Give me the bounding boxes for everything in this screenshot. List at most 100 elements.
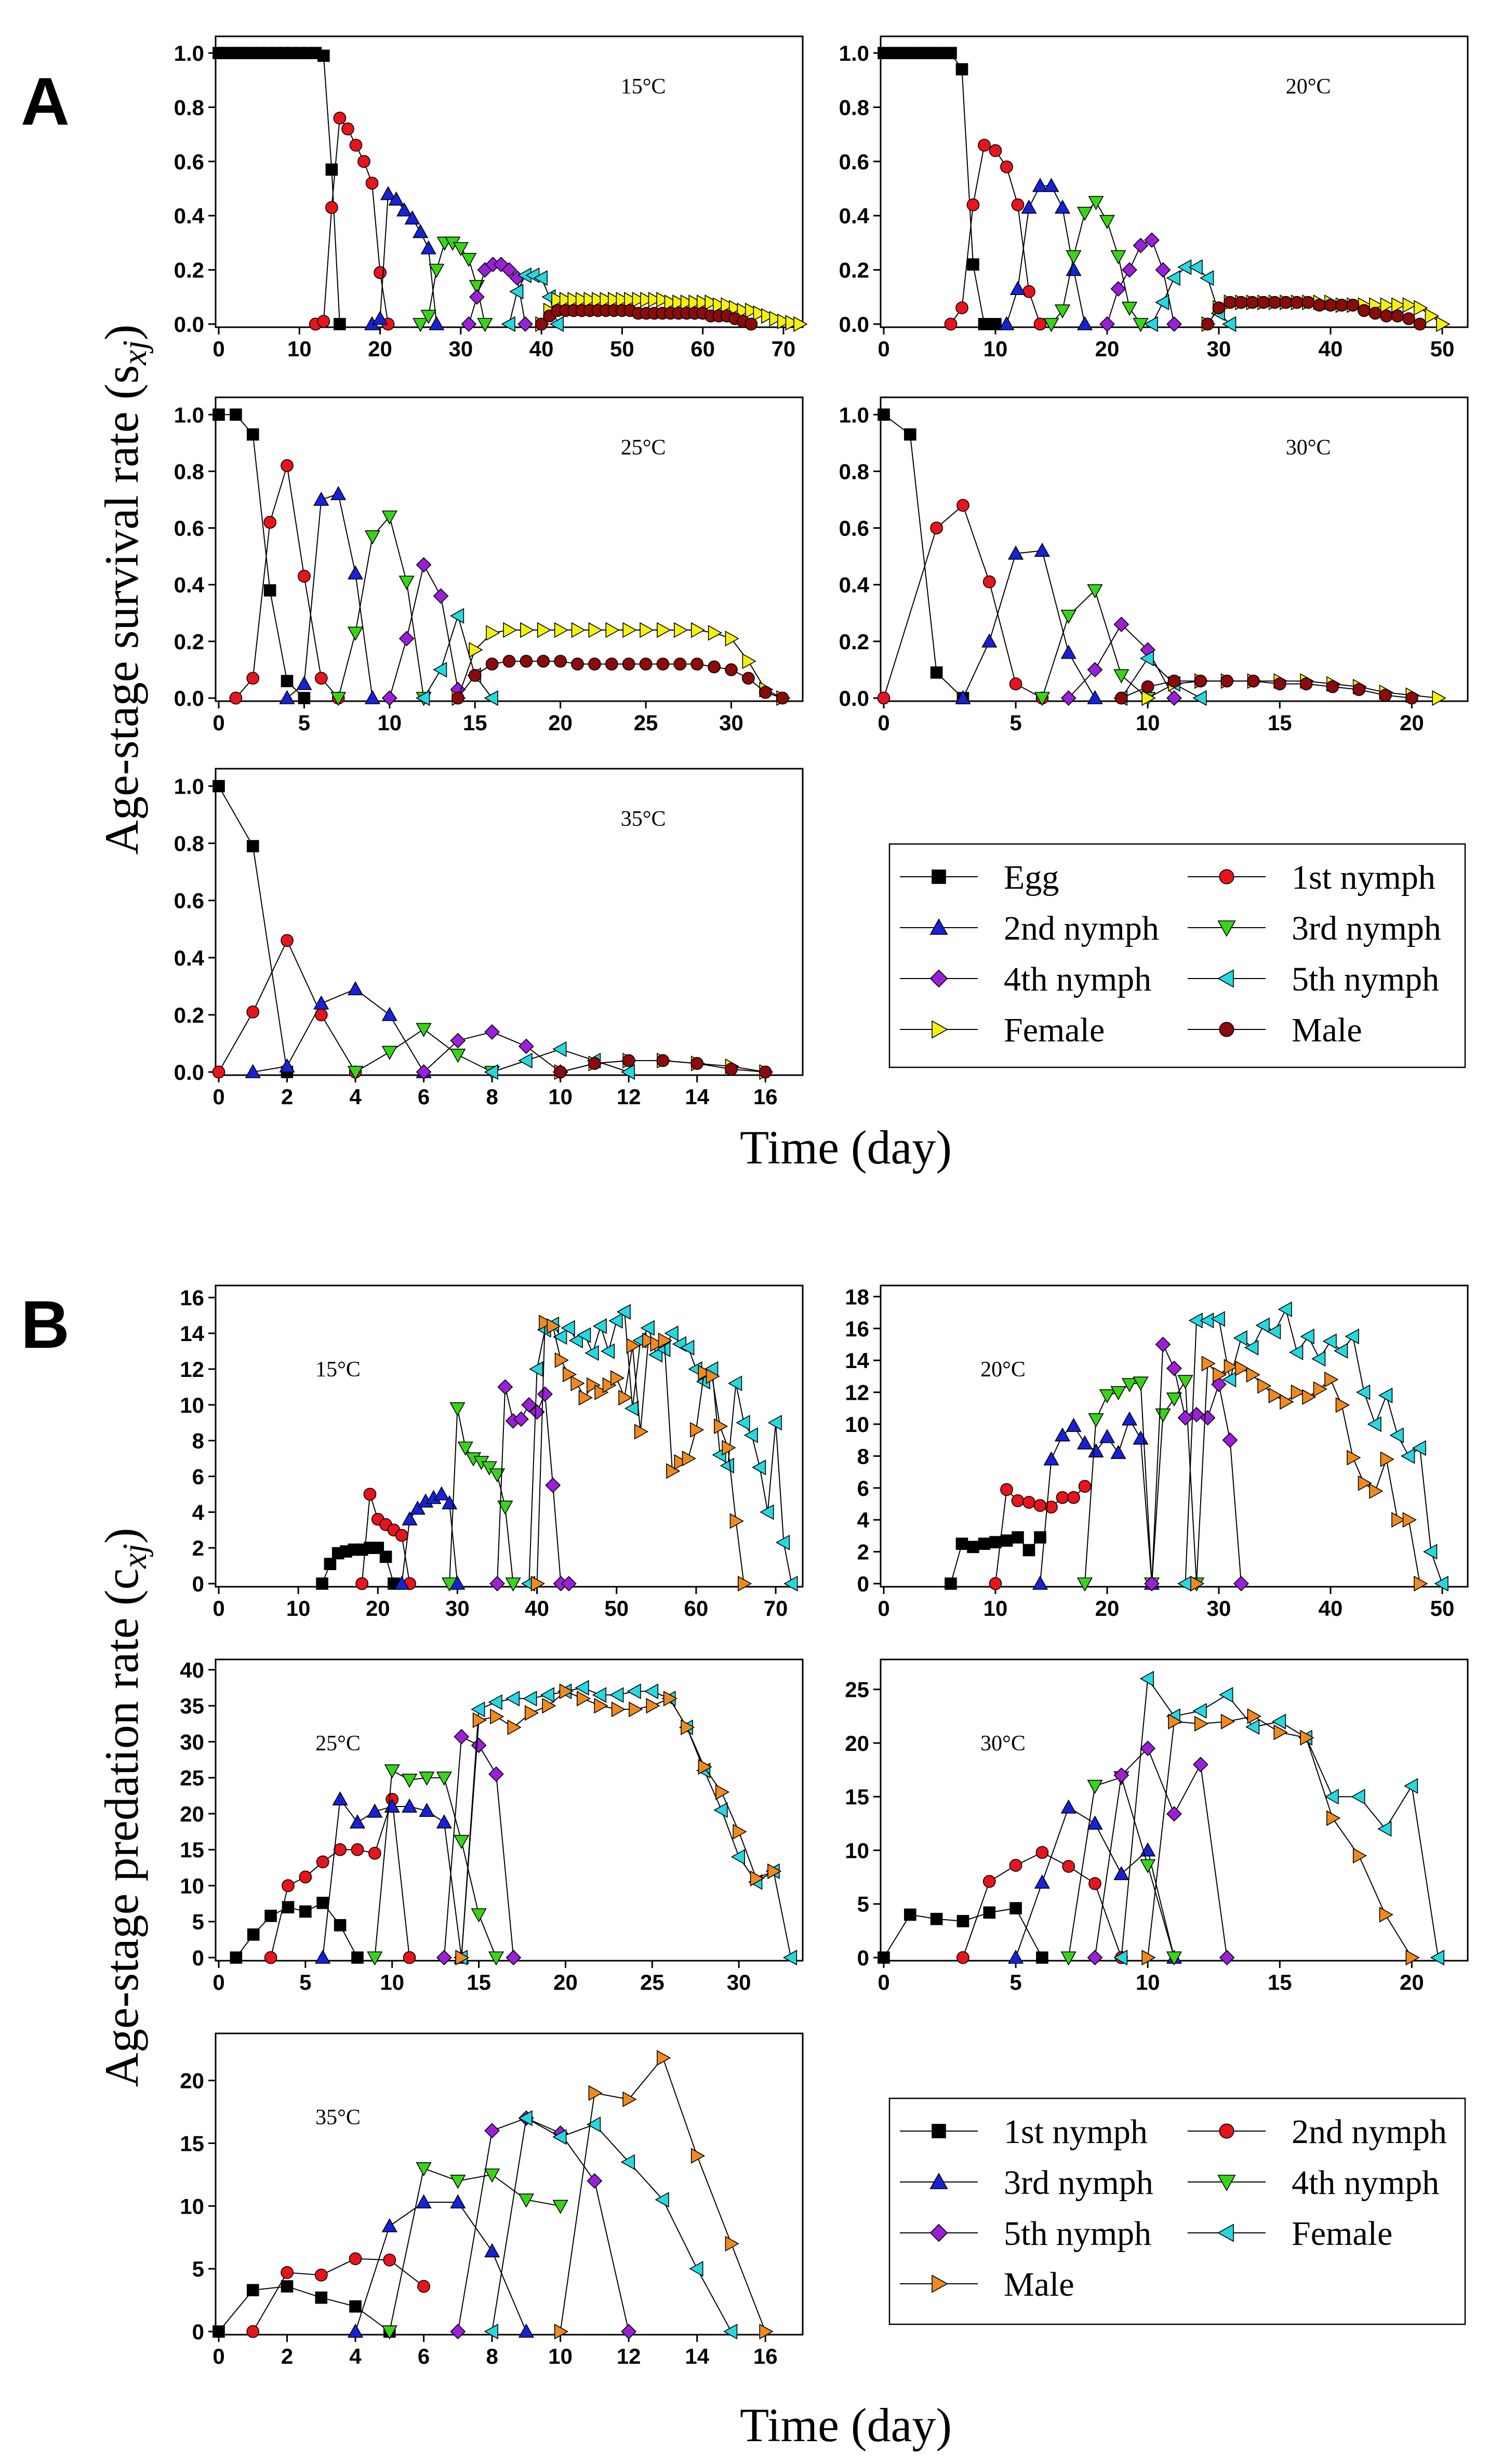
data-point: [381, 690, 397, 706]
x-tick-label: 0: [212, 1596, 224, 1621]
y-tick-label: 25: [180, 1766, 204, 1790]
data-point: [551, 291, 566, 308]
y-axis-label-a: Age-stage survival rate (sxj): [95, 325, 154, 855]
data-point: [469, 642, 483, 658]
data-point: [457, 1441, 473, 1456]
y-tick-label: 0.0: [174, 1060, 204, 1084]
data-point: [1368, 306, 1382, 320]
series-female: [484, 2110, 738, 2340]
data-point: [713, 1802, 728, 1818]
data-point: [417, 2280, 430, 2293]
data-point: [775, 1534, 790, 1550]
x-tick-label: 0: [212, 337, 224, 361]
series-male: [1115, 674, 1418, 705]
data-point: [978, 1537, 991, 1550]
data-point: [1268, 296, 1281, 309]
data-point: [1402, 312, 1415, 325]
data-point: [325, 201, 338, 214]
data-point: [900, 47, 912, 59]
data-point: [616, 1304, 631, 1320]
temperature-label: 25°C: [621, 436, 666, 460]
data-point: [1389, 1427, 1404, 1443]
x-tick-label: 0: [878, 711, 889, 735]
data-point: [730, 1849, 745, 1865]
series-line: [252, 2258, 424, 2332]
legend-label: 5th nymph: [1292, 960, 1439, 998]
data-point: [416, 2162, 432, 2177]
series-5th-nymph: [1144, 1336, 1249, 1591]
x-tick-label: 20: [1095, 337, 1120, 361]
data-point: [1403, 1778, 1418, 1794]
chart-a-25c: 0 5 10 15 20 25 30 0.0 0.2 0.4 0.6 0.8 1.0 25°C: [174, 396, 804, 735]
data-point: [484, 690, 498, 706]
data-point: [230, 408, 242, 421]
data-point: [1423, 1544, 1438, 1560]
data-point: [554, 654, 567, 668]
data-point: [279, 690, 295, 704]
data-point: [620, 2154, 635, 2170]
legend-entry-male: Male: [900, 2266, 1074, 2304]
data-point: [246, 840, 259, 852]
data-point: [1060, 1799, 1076, 1814]
series-line: [1121, 658, 1201, 699]
data-point: [1247, 1708, 1261, 1724]
series-2nd-nymph: [264, 1792, 416, 1964]
data-point: [1113, 1949, 1128, 1966]
data-point: [402, 1511, 418, 1525]
x-tick-label: 10: [983, 1596, 1008, 1621]
data-point: [1334, 1343, 1348, 1359]
series-line: [883, 504, 1043, 699]
x-tick-label: 30: [1207, 337, 1231, 361]
data-point: [519, 1038, 534, 1054]
legend-marker: [932, 869, 946, 884]
x-tick-label: 0: [212, 711, 224, 735]
data-point: [587, 1377, 601, 1394]
x-tick-label: 0: [212, 1084, 224, 1109]
data-point: [878, 47, 890, 59]
data-point: [413, 318, 429, 332]
data-point: [520, 622, 535, 638]
data-point: [1087, 584, 1103, 599]
data-point: [1414, 1575, 1428, 1592]
chart-a-20c: 0 10 20 30 40 50 0.0 0.2 0.4 0.6 0.8 1.0 20°C: [839, 35, 1469, 361]
data-point: [453, 242, 469, 257]
y-tick-label: 0: [857, 1946, 869, 1970]
data-point: [436, 1814, 452, 1829]
data-point: [316, 1896, 329, 1909]
chart-b-20c: 0 10 20 30 40 50 0 2 4 6 8 10 12 14 16 18 20°C: [845, 1284, 1469, 1621]
data-point: [1391, 297, 1406, 313]
data-point: [317, 315, 330, 328]
legend-label: Male: [1004, 2266, 1074, 2304]
data-point: [646, 1698, 660, 1714]
x-tick-label: 20: [548, 711, 573, 735]
data-point: [1166, 1392, 1182, 1407]
data-point: [878, 408, 890, 421]
data-point: [1324, 1789, 1339, 1805]
data-point: [1099, 316, 1115, 332]
data-point: [383, 2253, 396, 2267]
series-line: [270, 1799, 410, 1958]
legend-label: 1st nymph: [1292, 859, 1435, 896]
data-point: [640, 291, 655, 308]
y-tick-label: 20: [180, 1802, 204, 1826]
data-point: [533, 270, 548, 286]
x-tick-label: 30: [727, 1970, 751, 1994]
y-tick-label: 40: [180, 1658, 204, 1682]
x-tick-label: 4: [349, 2344, 362, 2368]
x-tick-label: 30: [1207, 1596, 1231, 1621]
data-point: [587, 2117, 601, 2133]
data-point: [1032, 178, 1048, 192]
x-tick-label: 8: [486, 1084, 498, 1109]
data-point: [334, 318, 346, 330]
series-4th-nymph: [367, 1764, 504, 1966]
data-point: [1220, 1713, 1235, 1730]
data-point: [1054, 1427, 1071, 1442]
data-point: [367, 1803, 383, 1818]
data-point: [567, 291, 582, 308]
y-tick-label: 10: [845, 1838, 869, 1863]
y-tick-label: 15: [180, 1838, 204, 1862]
data-point: [416, 1064, 432, 1080]
legend-label: Female: [1292, 2215, 1392, 2253]
y-tick-label: 10: [180, 1873, 204, 1898]
